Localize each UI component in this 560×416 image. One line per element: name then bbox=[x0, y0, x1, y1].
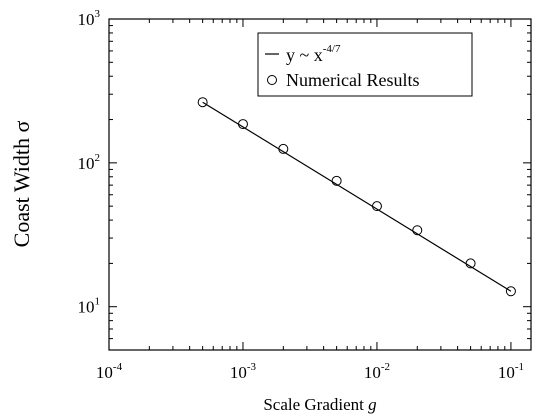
y-axis-label-variable: σ bbox=[9, 121, 34, 133]
y-axis-label-text: Coast Width bbox=[9, 138, 34, 247]
y-tick-label-base: 10 bbox=[78, 10, 95, 29]
x-tick-label-exponent: -3 bbox=[247, 361, 257, 373]
legend-line-label: y ~ x-4/7 bbox=[286, 43, 341, 65]
data-point bbox=[331, 175, 342, 186]
fit-line bbox=[202, 101, 512, 292]
x-tick-label: 10-4 bbox=[96, 361, 123, 382]
x-tick-label-exponent: -1 bbox=[515, 361, 524, 373]
data-point bbox=[412, 225, 423, 236]
y-tick-label-base: 10 bbox=[78, 154, 95, 173]
x-tick-label: 10-1 bbox=[498, 361, 524, 382]
x-tick-label: 10-3 bbox=[230, 361, 257, 382]
x-tick-label-base: 10 bbox=[364, 363, 381, 382]
plot-frame bbox=[108, 18, 532, 351]
legend: y ~ x-4/7 Numerical Results bbox=[257, 32, 473, 97]
legend-line-label-exponent: -4/7 bbox=[323, 43, 341, 55]
y-axis-label: Coast Width σ bbox=[9, 121, 34, 248]
data-point bbox=[197, 97, 208, 108]
data-point bbox=[505, 286, 516, 297]
legend-line-label-text: y ~ x bbox=[286, 45, 323, 65]
y-tick-label: 102 bbox=[78, 152, 101, 173]
x-axis-label: Scale Gradient g bbox=[263, 395, 376, 414]
y-tick-label-exponent: 1 bbox=[95, 296, 101, 308]
data-marks bbox=[197, 97, 516, 297]
y-tick-label-exponent: 3 bbox=[95, 8, 101, 20]
legend-box bbox=[257, 32, 473, 97]
legend-marker-label: Numerical Results bbox=[286, 70, 419, 90]
legend-marker-swatch bbox=[267, 75, 277, 85]
axis-ticks bbox=[108, 18, 531, 351]
x-tick-label-base: 10 bbox=[498, 363, 515, 382]
x-tick-label-base: 10 bbox=[230, 363, 247, 382]
y-tick-label: 103 bbox=[78, 8, 101, 29]
x-axis-label-text: Scale Gradient bbox=[263, 395, 364, 414]
x-axis-label-variable: g bbox=[368, 395, 377, 414]
y-tick-label: 101 bbox=[78, 296, 101, 317]
x-tick-label-exponent: -2 bbox=[381, 361, 390, 373]
y-tick-label-exponent: 2 bbox=[95, 152, 101, 164]
y-tick-label-base: 10 bbox=[78, 298, 95, 317]
x-tick-label-base: 10 bbox=[96, 363, 113, 382]
x-tick-label: 10-2 bbox=[364, 361, 390, 382]
x-tick-label-exponent: -4 bbox=[113, 361, 123, 373]
